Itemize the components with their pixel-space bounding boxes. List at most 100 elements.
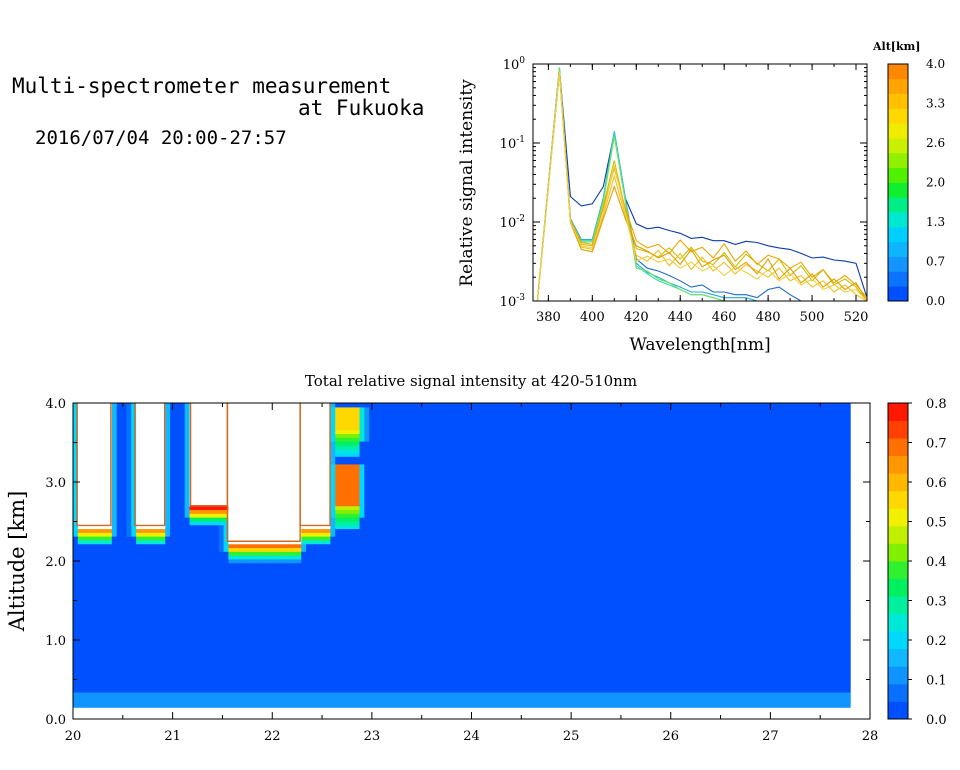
heatmap-cell: [150, 593, 157, 598]
heatmap-cell: [267, 699, 273, 704]
heatmap-cell: [165, 574, 171, 579]
heatmap-cell: [291, 456, 298, 461]
heatmap-cell: [272, 509, 278, 514]
heatmap-cell: [233, 418, 239, 423]
heatmap-cell: [150, 494, 157, 499]
heatmap-cell: [102, 475, 108, 480]
heatmap-cell: [315, 650, 322, 655]
heatmap-cell: [344, 448, 351, 454]
heatmap-cell: [257, 631, 264, 636]
heatmap-cell: [223, 703, 230, 708]
heatmap-cell: [92, 631, 98, 636]
heatmap-cell: [204, 437, 210, 442]
heatmap-cell: [213, 638, 220, 644]
heatmap-cell: [310, 539, 317, 545]
heatmap-cell: [102, 612, 108, 617]
heatmap-cell: [189, 676, 196, 682]
heatmap-cell: [354, 593, 361, 598]
heatmap-cell: [296, 665, 302, 670]
heatmap-cell: [73, 403, 79, 408]
heatmap-cell: [131, 619, 137, 625]
heatmap-cell: [359, 615, 366, 621]
heatmap-cell: [131, 650, 137, 655]
heatmap-cell: [238, 695, 244, 701]
heatmap-cell: [330, 627, 336, 632]
heatmap-cell: [77, 494, 84, 499]
heatmap-cell: [306, 498, 312, 503]
heatmap-cell: [116, 615, 123, 621]
heatmap-cell: [111, 498, 118, 503]
heatmap-cell: [228, 448, 234, 454]
heatmap-cell: [340, 425, 346, 431]
heatmap-cell: [340, 429, 346, 435]
heatmap-cell: [281, 672, 288, 678]
heatmap-cell: [179, 608, 186, 613]
heatmap-cell: [170, 509, 176, 514]
heatmap-cell: [189, 566, 196, 571]
heatmap-cell: [116, 437, 123, 442]
heatmap-cell: [92, 498, 98, 503]
altitude-colorbar-swatch: [888, 138, 908, 154]
heatmap-cell: [238, 456, 244, 461]
heatmap-cell: [218, 490, 225, 495]
heatmap-cell: [150, 425, 157, 431]
heatmap-cell: [107, 467, 113, 473]
heatmap-cell: [111, 509, 118, 514]
heatmap-cell: [310, 634, 317, 640]
heatmap-cell: [82, 688, 89, 693]
heatmap-cell: [208, 501, 215, 507]
heatmap-cell: [145, 638, 152, 644]
heatmap-cell: [238, 665, 244, 670]
heatmap-cell: [97, 410, 103, 415]
heatmap-cell: [121, 653, 128, 659]
heatmap-cell: [111, 680, 118, 685]
heatmap-cell: [296, 539, 302, 545]
heatmap-cell: [242, 448, 249, 454]
heatmap-cell: [335, 596, 341, 602]
heatmap-cell: [306, 581, 312, 587]
heatmap-cell: [102, 437, 108, 442]
heatmap-cell: [335, 653, 341, 659]
heatmap-cell: [281, 456, 288, 461]
heatmap-cell: [344, 676, 351, 682]
heatmap-cell: [359, 577, 366, 583]
heatmap-cell: [204, 490, 210, 495]
heatmap-cell: [330, 475, 336, 480]
heatmap-cell: [116, 562, 123, 568]
heatmap-cell: [174, 638, 181, 644]
heatmap-cell: [194, 623, 200, 628]
heatmap-cell: [170, 691, 176, 697]
heatmap-cell: [296, 574, 302, 579]
heatmap-cell: [199, 543, 205, 549]
heatmap-cell: [213, 623, 220, 628]
heatmap-cell: [335, 562, 341, 568]
heatmap-cell: [359, 517, 366, 522]
heatmap-cell: [97, 479, 103, 484]
heatmap-cell: [140, 672, 147, 678]
heatmap-cell: [126, 646, 132, 651]
heatmap-cell: [315, 623, 322, 628]
heatmap-cell: [121, 604, 128, 609]
heatmap-cell: [281, 406, 288, 412]
heatmap-cell: [228, 482, 234, 488]
heatmap-cell: [252, 695, 259, 701]
heatmap-cell: [354, 669, 361, 674]
heatmap-cell: [155, 688, 162, 693]
heatmap-cell: [218, 463, 225, 469]
heatmap-cell: [325, 593, 332, 598]
heatmap-cell: [257, 532, 264, 537]
heatmap-cell: [165, 562, 171, 568]
heatmap-cell: [170, 463, 176, 469]
heatmap-cell: [97, 680, 103, 685]
heatmap-cell: [140, 520, 147, 526]
heatmap-cell: [208, 612, 215, 617]
heatmap-cell: [140, 498, 147, 503]
heatmap-cell: [194, 513, 200, 518]
heatmap-cell: [150, 528, 157, 533]
heatmap-cell: [204, 513, 210, 518]
heatmap-cell: [296, 410, 302, 415]
heatmap-cell: [301, 555, 307, 560]
heatmap-cell: [170, 543, 176, 549]
heatmap-cell: [320, 456, 327, 461]
heatmap-cell: [315, 574, 322, 579]
